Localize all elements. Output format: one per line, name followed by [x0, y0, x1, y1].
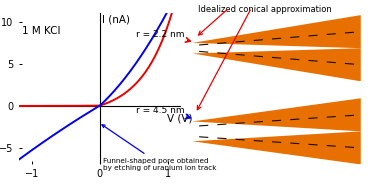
- Text: I (nA): I (nA): [102, 15, 130, 25]
- Polygon shape: [192, 131, 361, 164]
- Polygon shape: [192, 98, 361, 131]
- Polygon shape: [192, 15, 361, 48]
- Text: V (V): V (V): [167, 113, 193, 123]
- Text: 1 M KCl: 1 M KCl: [22, 26, 60, 36]
- Text: Idealized conical approximation: Idealized conical approximation: [198, 5, 332, 14]
- Polygon shape: [192, 48, 361, 81]
- Text: Funnel-shaped pore obtained
by etching of uranium ion track: Funnel-shaped pore obtained by etching o…: [102, 125, 217, 171]
- Text: r = 4.5 nm: r = 4.5 nm: [137, 106, 185, 115]
- Text: r = 2.2 nm: r = 2.2 nm: [137, 30, 185, 40]
